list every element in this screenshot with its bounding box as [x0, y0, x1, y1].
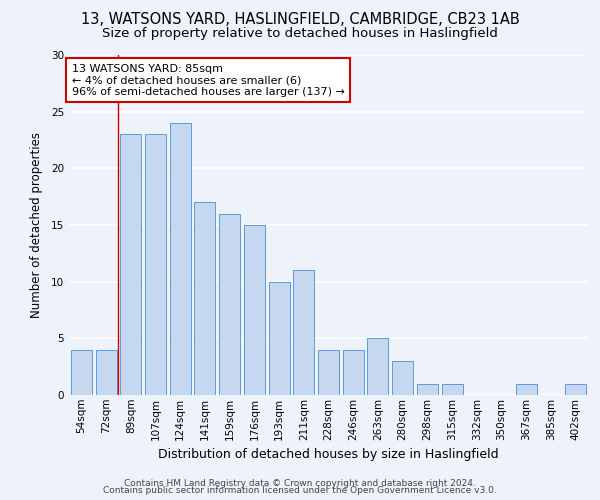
Bar: [343, 350, 364, 395]
Bar: [516, 384, 537, 395]
Bar: [194, 202, 215, 395]
Bar: [269, 282, 290, 395]
Bar: [565, 384, 586, 395]
Bar: [367, 338, 388, 395]
Bar: [442, 384, 463, 395]
Text: Contains public sector information licensed under the Open Government Licence v3: Contains public sector information licen…: [103, 486, 497, 495]
Bar: [293, 270, 314, 395]
Y-axis label: Number of detached properties: Number of detached properties: [29, 132, 43, 318]
Text: Contains HM Land Registry data © Crown copyright and database right 2024.: Contains HM Land Registry data © Crown c…: [124, 478, 476, 488]
Text: 13 WATSONS YARD: 85sqm
← 4% of detached houses are smaller (6)
96% of semi-detac: 13 WATSONS YARD: 85sqm ← 4% of detached …: [71, 64, 344, 96]
Bar: [392, 361, 413, 395]
X-axis label: Distribution of detached houses by size in Haslingfield: Distribution of detached houses by size …: [158, 448, 499, 461]
Bar: [318, 350, 339, 395]
Bar: [71, 350, 92, 395]
Bar: [417, 384, 438, 395]
Text: 13, WATSONS YARD, HASLINGFIELD, CAMBRIDGE, CB23 1AB: 13, WATSONS YARD, HASLINGFIELD, CAMBRIDG…: [80, 12, 520, 28]
Bar: [120, 134, 141, 395]
Bar: [244, 225, 265, 395]
Text: Size of property relative to detached houses in Haslingfield: Size of property relative to detached ho…: [102, 28, 498, 40]
Bar: [95, 350, 116, 395]
Bar: [170, 123, 191, 395]
Bar: [219, 214, 240, 395]
Bar: [145, 134, 166, 395]
